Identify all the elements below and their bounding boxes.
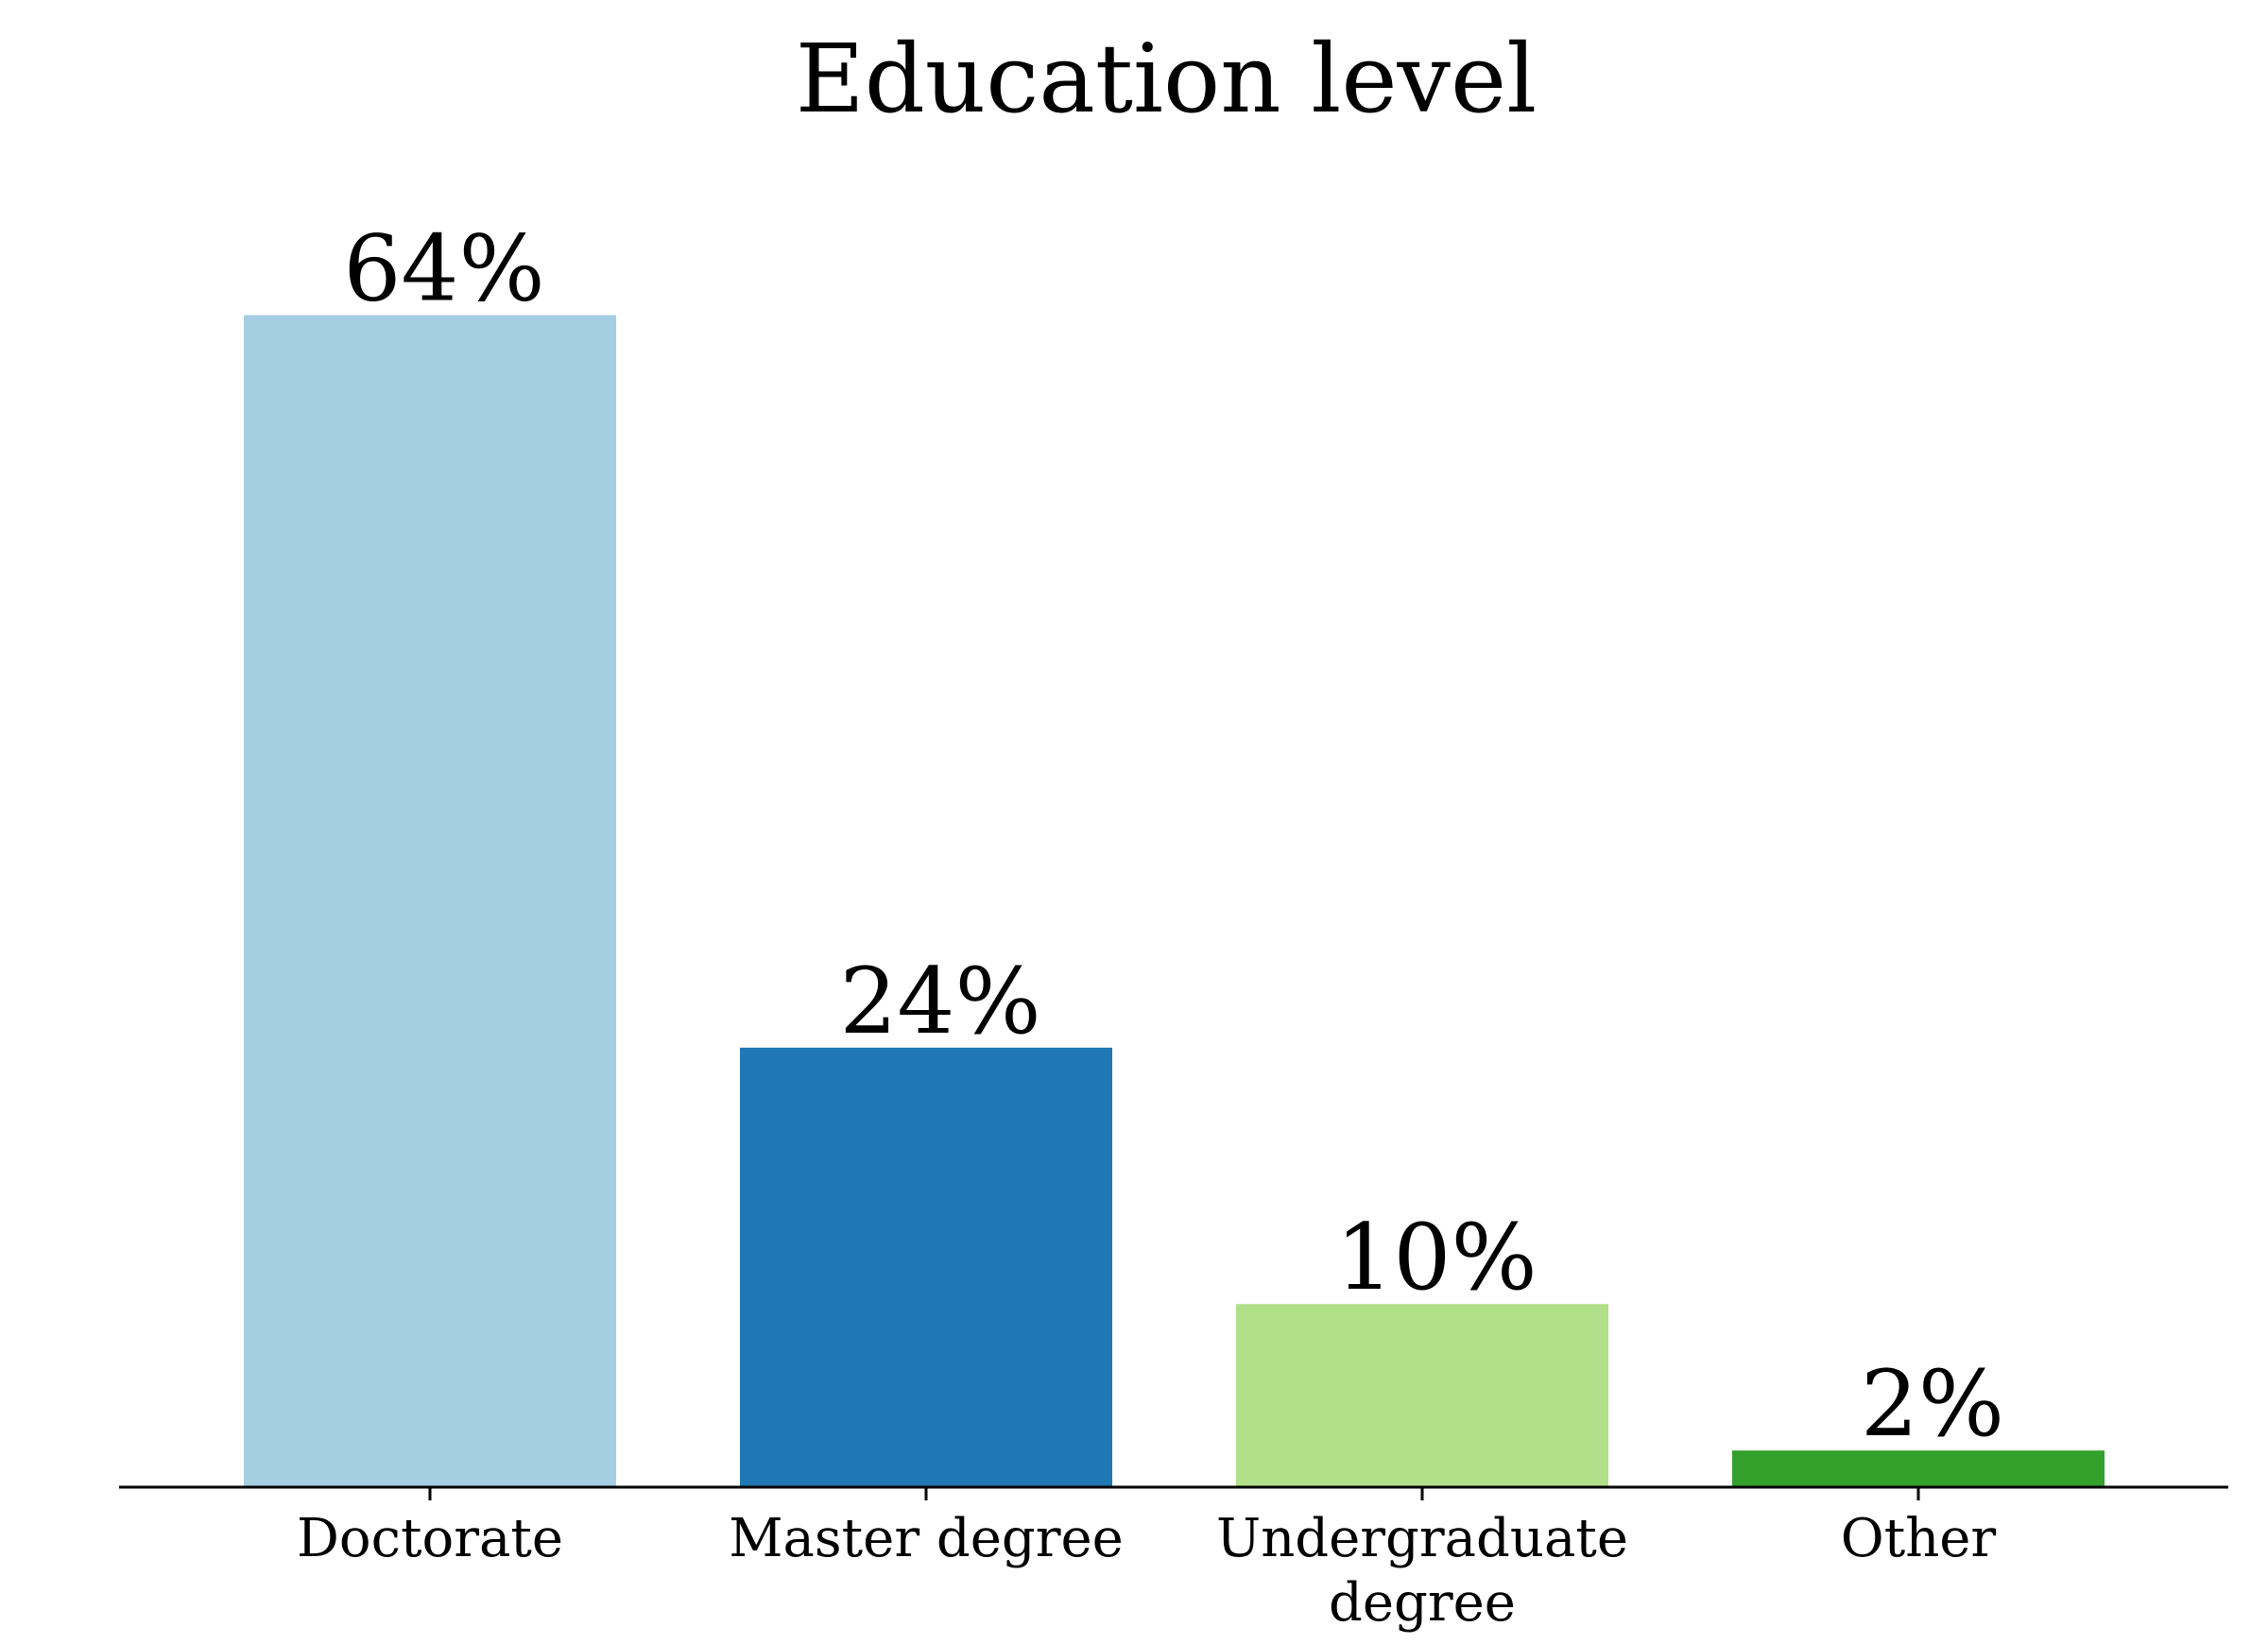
- bar-undergraduate-degree: [1236, 1304, 1608, 1487]
- value-labels-group: 64% 24% 10% 2%: [343, 216, 2004, 1458]
- x-tick-label-line: Undergraduate: [1216, 1508, 1628, 1569]
- value-label-undergraduate-degree: 10%: [1335, 1205, 1537, 1310]
- bar-doctorate: [244, 315, 616, 1487]
- x-tick-label-other: Other: [1841, 1508, 1997, 1569]
- bars-group: [244, 315, 2105, 1487]
- x-tick-label-line: Master degree: [729, 1508, 1124, 1569]
- value-label-master-degree: 24%: [839, 949, 1040, 1054]
- x-tick-label-line: degree: [1329, 1572, 1516, 1634]
- chart-title: Education level: [796, 24, 1537, 134]
- bar-master-degree: [740, 1047, 1112, 1487]
- x-tick-label-master-degree: Master degree: [729, 1508, 1124, 1569]
- bar-other: [1732, 1450, 2105, 1487]
- x-tick-label-line: Other: [1841, 1508, 1997, 1569]
- x-tick-label-line: Doctorate: [297, 1508, 563, 1569]
- value-label-other: 2%: [1861, 1351, 2004, 1457]
- x-ticks-group: Doctorate Master degree Undergraduate degre…: [297, 1487, 1996, 1634]
- value-label-doctorate: 64%: [343, 216, 544, 322]
- x-tick-label-undergraduate-degree: Undergraduate degree: [1216, 1508, 1628, 1634]
- x-tick-label-doctorate: Doctorate: [297, 1508, 563, 1569]
